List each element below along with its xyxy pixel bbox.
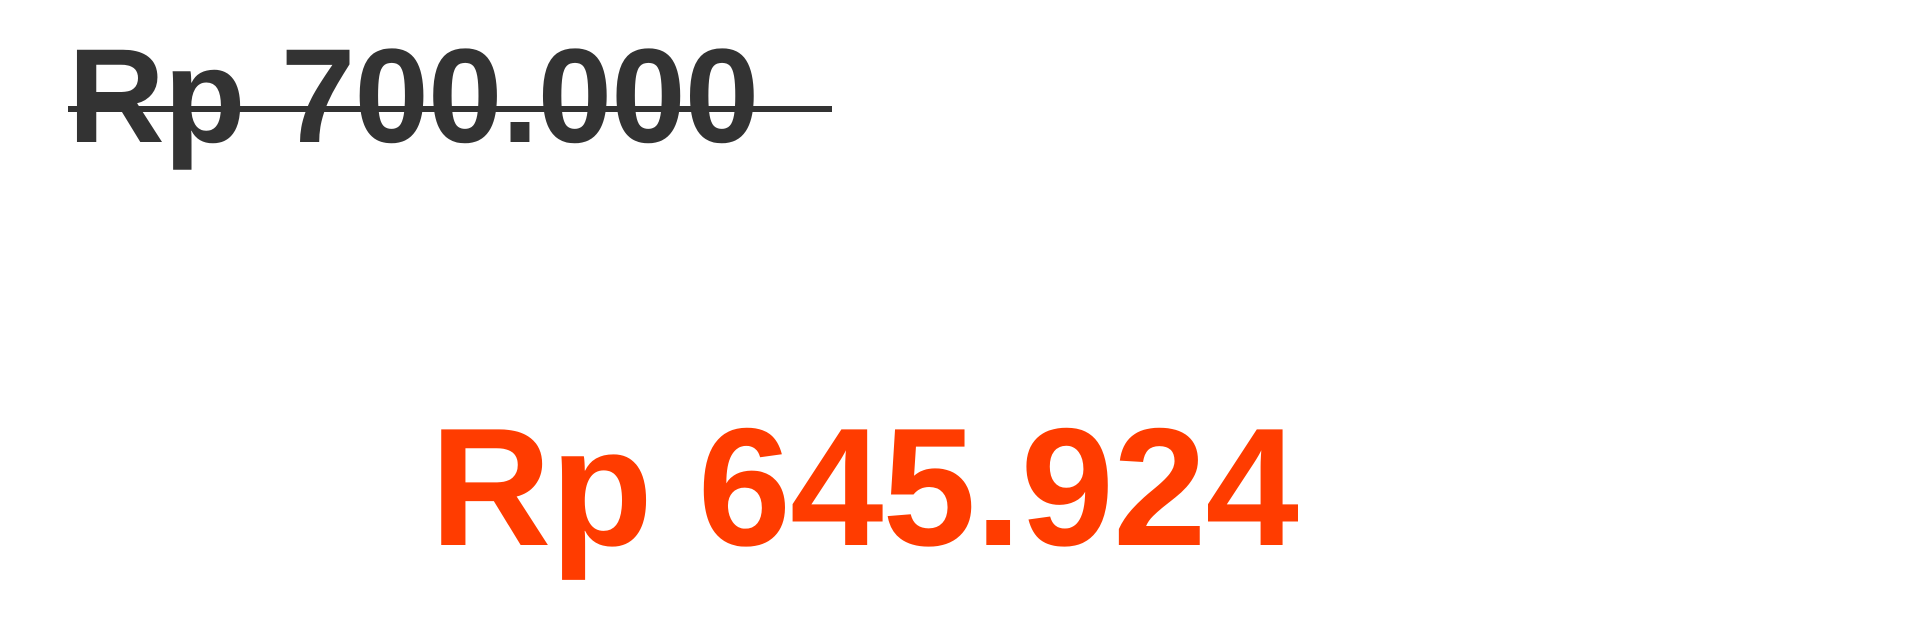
original-price: Rp 700.000 [68,22,759,171]
sale-price: Rp 645.924 [430,393,1299,581]
strikethrough-line [68,106,832,112]
